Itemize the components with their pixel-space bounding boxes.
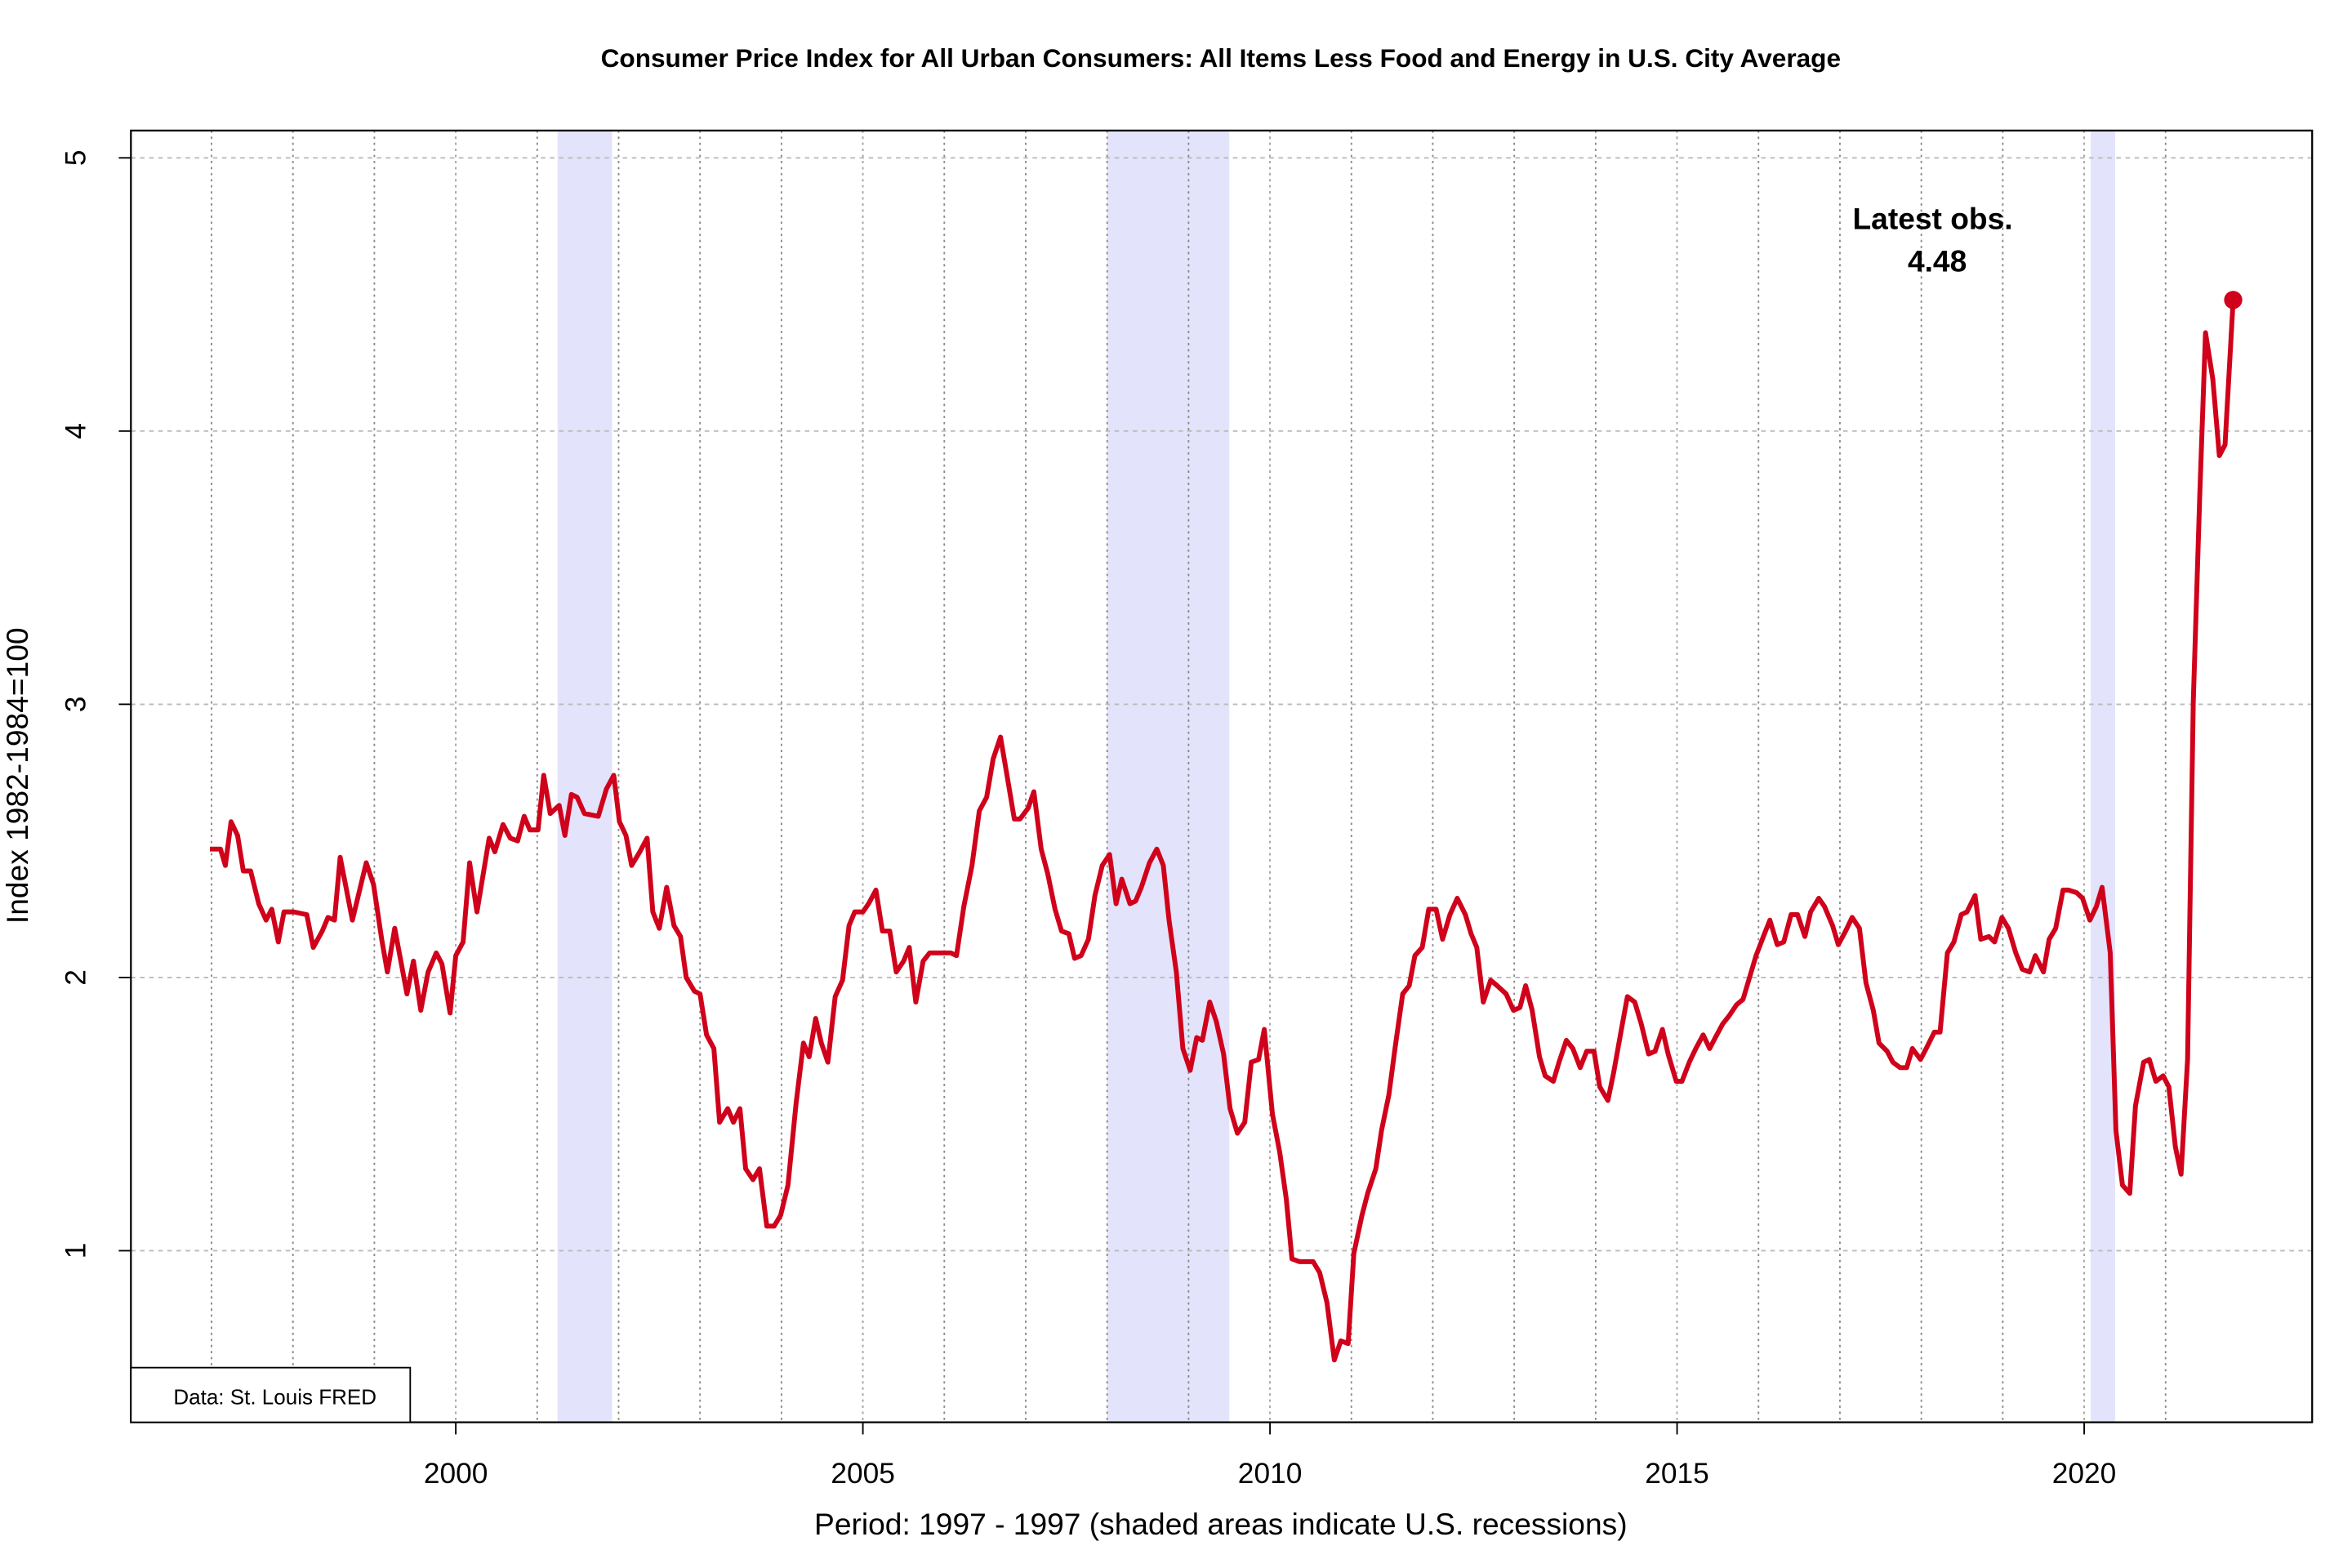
recession-band (557, 130, 612, 1423)
y-tick-label: 2 (60, 969, 92, 986)
x-axis-label: Period: 1997 - 1997 (shaded areas indica… (814, 1507, 1628, 1541)
latest-point (2224, 291, 2243, 310)
source-note: Data: St. Louis FRED (173, 1384, 376, 1409)
y-tick-label: 1 (60, 1243, 92, 1259)
chart-title: Consumer Price Index for All Urban Consu… (601, 43, 1841, 73)
plot-area (131, 130, 2313, 1423)
y-axis-label: Index 1982-1984=100 (0, 627, 34, 924)
x-tick-label: 2015 (1645, 1458, 1709, 1490)
source-box (130, 1366, 412, 1423)
x-tick-label: 2020 (2052, 1458, 2117, 1490)
recession-band (2091, 130, 2115, 1423)
plot-frame (130, 129, 2314, 1423)
annotation-value: 4.48 (1908, 244, 1967, 278)
x-tick-label: 2005 (831, 1458, 895, 1490)
x-tick-label: 2010 (1238, 1458, 1303, 1490)
annotation: Latest obs. (1852, 202, 2012, 236)
x-tick-label: 2000 (424, 1458, 488, 1490)
series-line (210, 300, 2236, 1363)
y-tick-label: 3 (60, 697, 92, 713)
recession-band (1107, 130, 1230, 1423)
y-tick-label: 5 (60, 149, 92, 166)
y-tick-label: 4 (60, 423, 92, 439)
